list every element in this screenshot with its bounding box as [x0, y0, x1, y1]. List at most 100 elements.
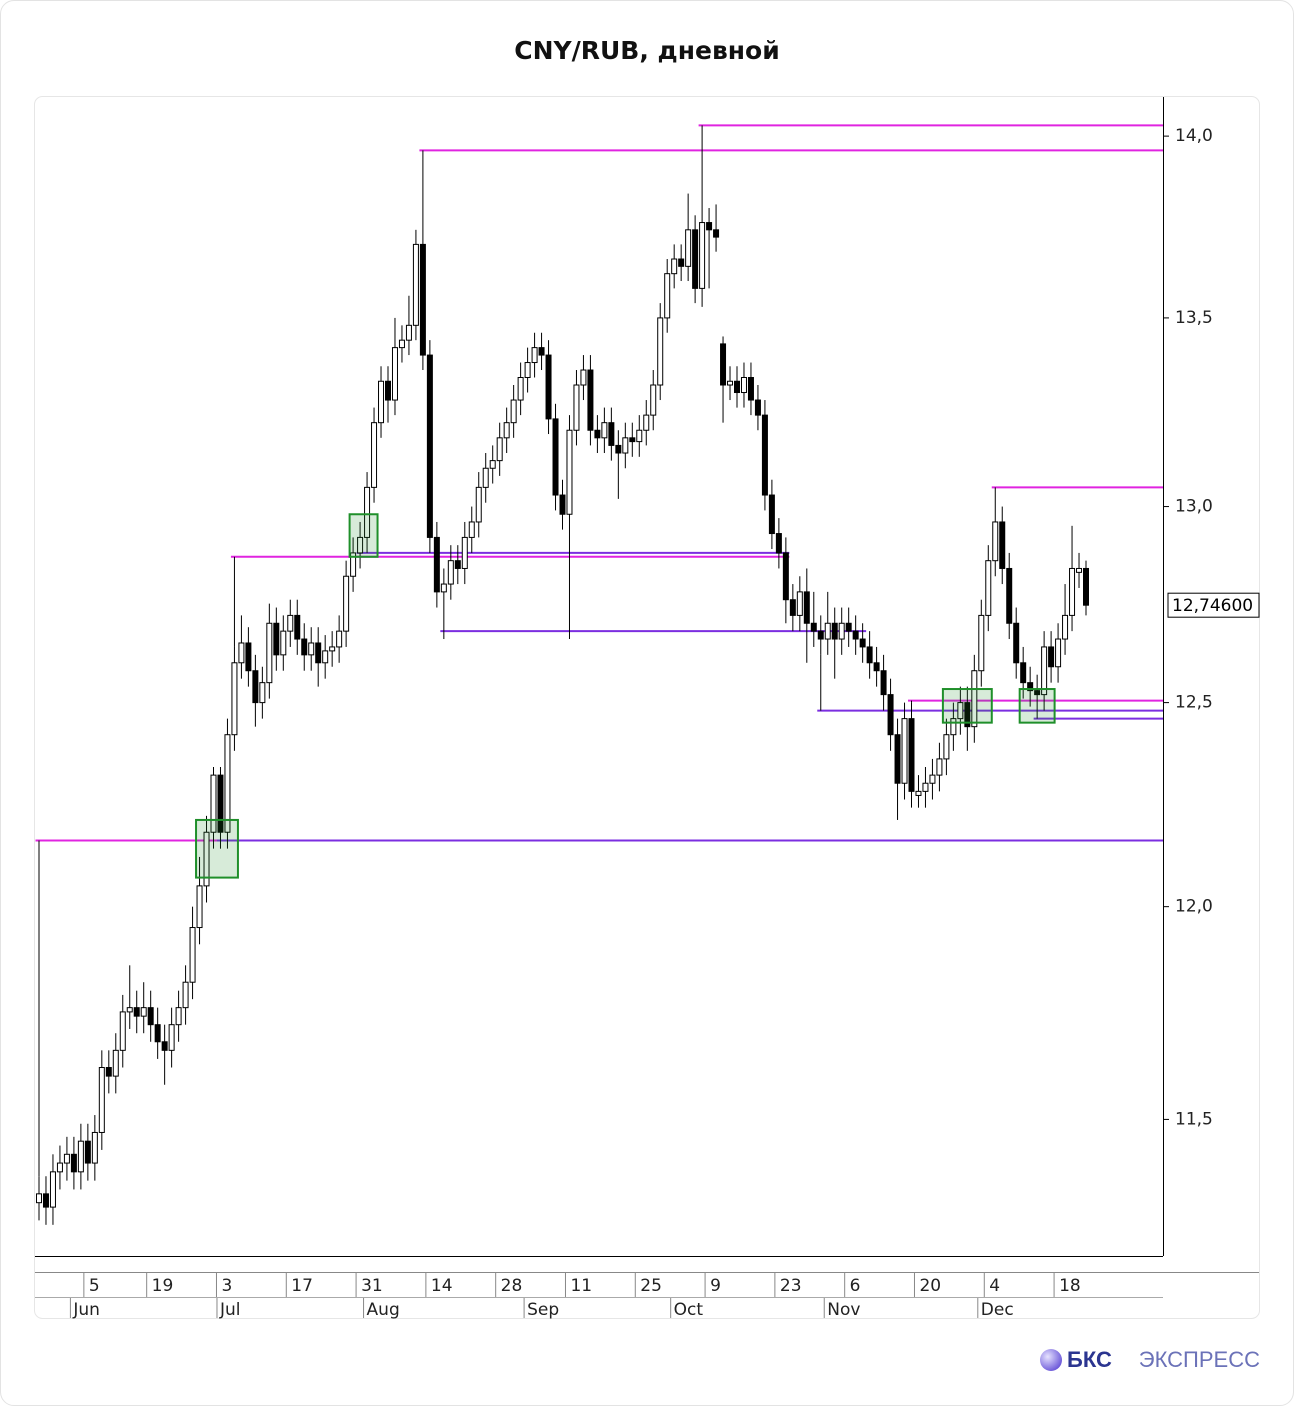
candle-body [664, 273, 671, 319]
candle-body [887, 694, 894, 736]
candle-body [901, 718, 908, 784]
candle-body [308, 642, 315, 656]
candle-body [231, 662, 238, 736]
candle-body [789, 599, 796, 616]
candle-body [699, 222, 706, 289]
x-tick-label: 11 [570, 1276, 592, 1296]
candle-body [559, 494, 566, 515]
candle-body [168, 1024, 175, 1051]
candle-body [852, 630, 859, 640]
candle-body [503, 422, 510, 439]
candle-body [950, 718, 957, 736]
candle-body [915, 790, 922, 796]
candle-body [706, 222, 713, 231]
candle-body [1013, 622, 1020, 664]
candle-body [280, 630, 287, 656]
candle-body [426, 354, 433, 538]
candle-body [454, 560, 461, 569]
candle-body [84, 1140, 91, 1164]
candle-body [357, 536, 364, 554]
candle-body [154, 1024, 161, 1043]
candle-body [70, 1153, 77, 1173]
candle-body [385, 380, 391, 401]
candle-body [657, 317, 664, 386]
candle-body [1083, 567, 1089, 606]
candle-body [273, 622, 280, 656]
candle-body [580, 369, 587, 386]
candle-body [1062, 614, 1069, 640]
candle-body [1041, 646, 1048, 696]
candle-body [601, 422, 608, 439]
candle-body [643, 414, 650, 431]
candle-body [391, 347, 398, 401]
x-tick-label: 20 [919, 1276, 941, 1296]
candle-body [866, 646, 873, 664]
zone-box [941, 688, 993, 724]
candle-body [587, 369, 594, 431]
candle-body [489, 460, 496, 469]
candle-body [845, 622, 852, 632]
x-tick-label: 25 [640, 1276, 662, 1296]
candle-body [161, 1041, 168, 1051]
candle-body [713, 229, 720, 238]
candle-body [336, 630, 343, 648]
candle-body [573, 384, 580, 431]
candle-body [245, 642, 252, 672]
last-value-box [1167, 592, 1260, 618]
candle-body [671, 258, 678, 275]
candle-body [203, 831, 210, 887]
candle-body [210, 774, 217, 833]
candle-body [56, 1162, 63, 1173]
candle-body [608, 422, 615, 446]
candle-body [433, 536, 440, 593]
candle-body [650, 384, 657, 416]
x-tick-label: 17 [291, 1276, 313, 1296]
candle-body [1076, 567, 1083, 573]
chart-title: CNY/RUB, дневной [514, 36, 780, 65]
candle-body [371, 422, 378, 488]
candle-body [1027, 682, 1034, 692]
candle-body [461, 536, 468, 569]
candle-body [266, 622, 273, 684]
candle-body [859, 638, 866, 648]
candle-body [538, 347, 545, 356]
candle-body [98, 1067, 105, 1133]
candle-body [622, 437, 629, 454]
x-tick-label: 4 [989, 1276, 1000, 1296]
candle-body [112, 1049, 119, 1077]
footer-product: ЭКСПРЕСС [1139, 1347, 1260, 1372]
x-tick-label: 3 [221, 1276, 232, 1296]
candle-body [238, 642, 245, 664]
candle-body [838, 622, 845, 640]
candle-body [252, 670, 259, 704]
candle-body [1020, 662, 1027, 684]
candle-body [440, 583, 447, 593]
candle-body [720, 343, 727, 386]
candle-body [685, 229, 692, 267]
candle-body [217, 774, 224, 833]
candle-body [740, 377, 747, 394]
candle-body [398, 339, 405, 349]
y-tick-label: 12,5 [1175, 693, 1213, 713]
candle-body [468, 521, 475, 538]
x-tick-label: 28 [501, 1276, 523, 1296]
candle-body [768, 494, 775, 535]
candle-body [475, 486, 482, 523]
x-tick-label: 14 [431, 1276, 453, 1296]
candle-body [999, 521, 1006, 569]
candle-body [727, 380, 734, 386]
candle-body [803, 591, 810, 624]
candle-body [447, 560, 454, 585]
candle-body [133, 1007, 140, 1017]
candle-body [147, 1007, 154, 1026]
month-label: Sep [527, 1300, 559, 1320]
candle-body [189, 927, 196, 983]
candle-body [49, 1171, 56, 1208]
candle-body [747, 377, 754, 401]
candle-body [91, 1131, 98, 1164]
candle-body [294, 614, 301, 640]
candle-body [545, 354, 552, 420]
logo-icon [1040, 1349, 1062, 1371]
